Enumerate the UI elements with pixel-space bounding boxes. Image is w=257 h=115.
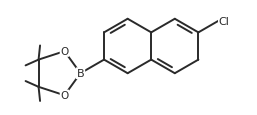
Text: Cl: Cl xyxy=(218,17,229,27)
Text: O: O xyxy=(60,91,69,100)
Text: B: B xyxy=(77,69,84,79)
Text: O: O xyxy=(60,47,69,57)
